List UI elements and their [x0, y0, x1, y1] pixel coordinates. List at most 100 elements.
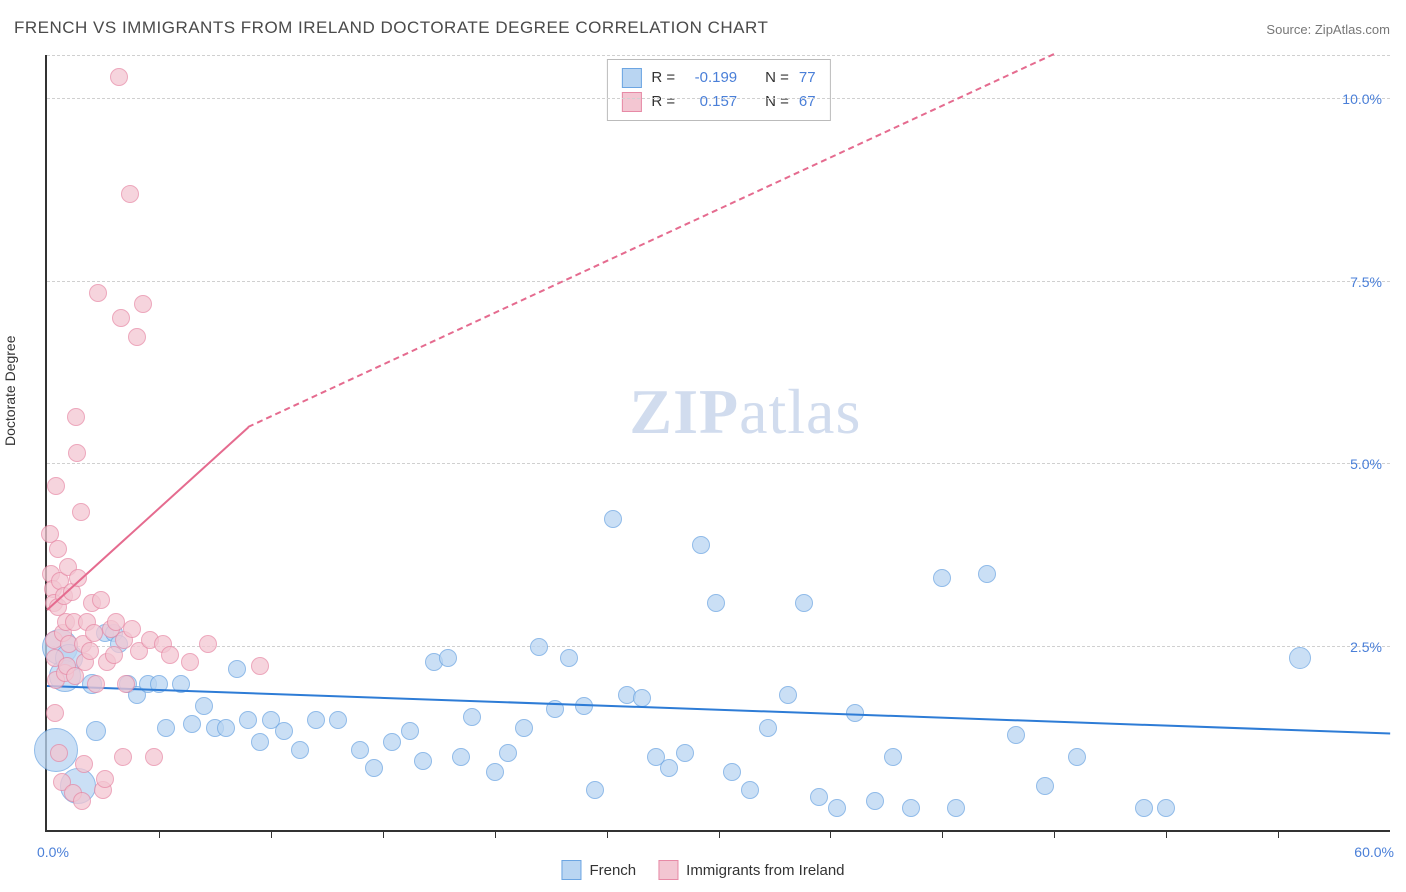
n-label: N = — [765, 66, 789, 90]
swatch-french — [621, 68, 641, 88]
x-tick — [942, 830, 943, 838]
data-point-french — [439, 649, 457, 667]
data-point-french — [884, 748, 902, 766]
chart-title: FRENCH VS IMMIGRANTS FROM IRELAND DOCTOR… — [14, 18, 768, 38]
source-link[interactable]: ZipAtlas.com — [1315, 22, 1390, 37]
data-point-ireland — [49, 540, 67, 558]
data-point-ireland — [121, 185, 139, 203]
data-point-french — [866, 792, 884, 810]
data-point-french — [560, 649, 578, 667]
data-point-ireland — [128, 328, 146, 346]
data-point-ireland — [114, 748, 132, 766]
swatch-french — [561, 860, 581, 880]
data-point-french — [251, 733, 269, 751]
data-point-ireland — [112, 309, 130, 327]
data-point-french — [195, 697, 213, 715]
gridline — [47, 463, 1390, 464]
data-point-french — [586, 781, 604, 799]
data-point-ireland — [68, 444, 86, 462]
data-point-french — [1036, 777, 1054, 795]
data-point-french — [779, 686, 797, 704]
data-point-french — [414, 752, 432, 770]
data-point-french — [351, 741, 369, 759]
data-point-french — [1068, 748, 1086, 766]
swatch-ireland — [658, 860, 678, 880]
y-axis-label: Doctorate Degree — [2, 335, 18, 446]
data-point-french — [86, 721, 106, 741]
data-point-french — [676, 744, 694, 762]
data-point-french — [723, 763, 741, 781]
n-value: 77 — [799, 66, 816, 90]
data-point-french — [1135, 799, 1153, 817]
data-point-ireland — [75, 755, 93, 773]
legend-label: French — [589, 862, 636, 879]
data-point-french — [486, 763, 504, 781]
data-point-french — [452, 748, 470, 766]
data-point-french — [383, 733, 401, 751]
r-label: R = — [651, 90, 675, 114]
watermark-atlas: atlas — [739, 376, 861, 447]
x-tick — [607, 830, 608, 838]
data-point-ireland — [251, 657, 269, 675]
data-point-ireland — [85, 624, 103, 642]
data-point-french — [239, 711, 257, 729]
x-tick — [719, 830, 720, 838]
r-label: R = — [651, 66, 675, 90]
data-point-french — [947, 799, 965, 817]
x-tick — [1278, 830, 1279, 838]
data-point-ireland — [199, 635, 217, 653]
data-point-ireland — [123, 620, 141, 638]
x-tick — [1166, 830, 1167, 838]
data-point-french — [1007, 726, 1025, 744]
x-tick — [830, 830, 831, 838]
data-point-ireland — [110, 68, 128, 86]
series-legend: French Immigrants from Ireland — [561, 860, 844, 880]
legend-item-french[interactable]: French — [561, 860, 636, 880]
correlation-legend: R = -0.199 N = 77R = 0.157 N = 67 — [606, 59, 830, 121]
data-point-ireland — [161, 646, 179, 664]
correlation-row-ireland: R =0.157N =67 — [621, 90, 815, 114]
watermark: ZIPatlas — [629, 375, 861, 449]
data-point-french — [707, 594, 725, 612]
data-point-french — [183, 715, 201, 733]
data-point-ireland — [96, 770, 114, 788]
gridline — [47, 55, 1390, 56]
scatter-chart: ZIPatlas R =-0.199N =77R =0.157N =67 0.0… — [45, 55, 1390, 832]
data-point-french — [515, 719, 533, 737]
data-point-french — [329, 711, 347, 729]
x-axis-max-label: 60.0% — [1354, 844, 1394, 860]
correlation-row-french: R = -0.199 N = 77 — [621, 66, 815, 90]
n-value: 67 — [799, 90, 816, 114]
data-point-french — [291, 741, 309, 759]
data-point-french — [365, 759, 383, 777]
x-axis-min-label: 0.0% — [37, 844, 69, 860]
data-point-ireland — [117, 675, 135, 693]
data-point-french — [633, 689, 651, 707]
data-point-french — [660, 759, 678, 777]
legend-item-ireland[interactable]: Immigrants from Ireland — [658, 860, 844, 880]
data-point-french — [692, 536, 710, 554]
x-tick — [1054, 830, 1055, 838]
data-point-french — [530, 638, 548, 656]
gridline — [47, 281, 1390, 282]
gridline — [47, 98, 1390, 99]
x-tick — [495, 830, 496, 838]
data-point-french — [1289, 647, 1311, 669]
r-value: 0.157 — [685, 90, 737, 114]
r-value: -0.199 — [685, 66, 737, 90]
data-point-french — [828, 799, 846, 817]
data-point-french — [933, 569, 951, 587]
data-point-ireland — [47, 477, 65, 495]
source-attribution: Source: ZipAtlas.com — [1266, 22, 1390, 37]
data-point-ireland — [92, 591, 110, 609]
data-point-ireland — [181, 653, 199, 671]
data-point-french — [604, 510, 622, 528]
y-tick-label: 5.0% — [1350, 456, 1382, 472]
y-tick-label: 2.5% — [1350, 639, 1382, 655]
data-point-ireland — [89, 284, 107, 302]
data-point-french — [741, 781, 759, 799]
data-point-french — [499, 744, 517, 762]
data-point-ireland — [81, 642, 99, 660]
data-point-french — [1157, 799, 1175, 817]
data-point-french — [401, 722, 419, 740]
